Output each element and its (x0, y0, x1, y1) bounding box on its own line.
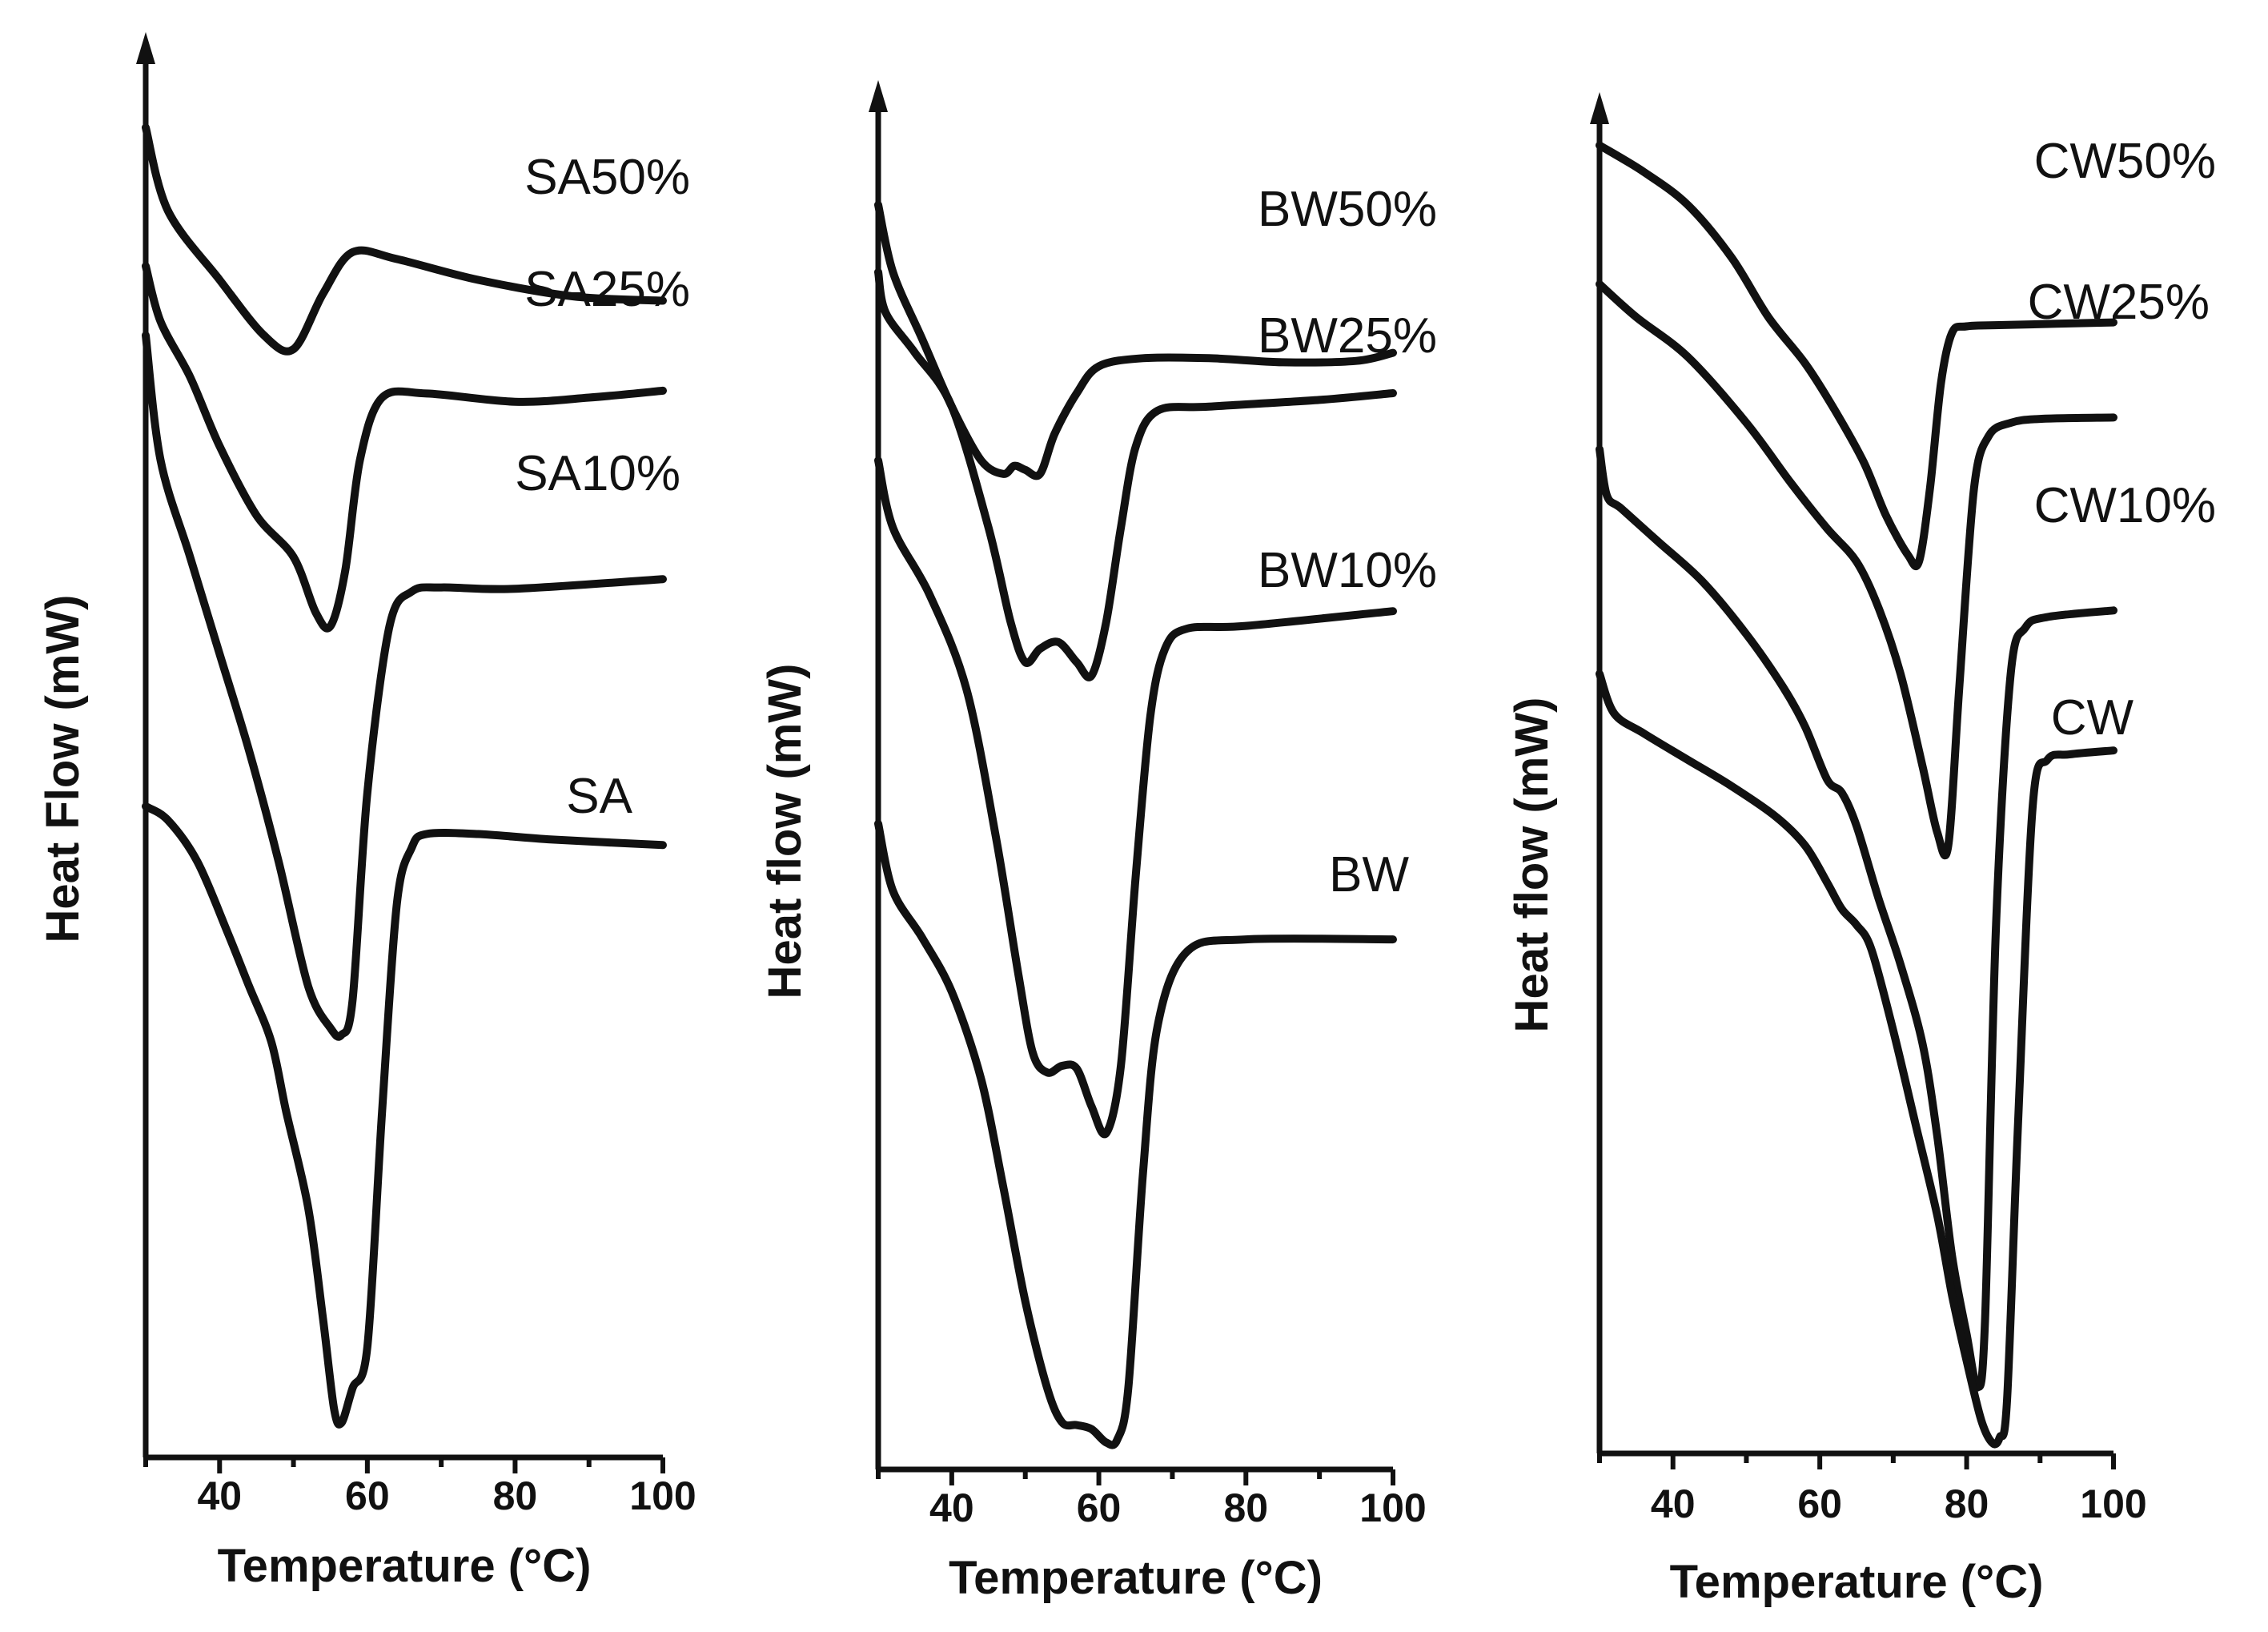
cw-y-axis-title: Heat flow (mW) (1506, 697, 1558, 1033)
series-label-cw25-pct: CW25% (2028, 275, 2210, 330)
bw-x-tick-label: 80 (1223, 1485, 1268, 1530)
series-label-cw10-pct: CW10% (2034, 478, 2216, 533)
sa-x-axis-title: Temperature (°C) (218, 1540, 592, 1592)
curve-cw (1596, 669, 2117, 1449)
curve-sa (142, 802, 667, 1429)
curve-cw10-pct (1596, 445, 2117, 1392)
curve-bw25-pct (874, 267, 1397, 681)
curve-sa10-pct (142, 331, 667, 1041)
cw-x-tick-label: 100 (2080, 1481, 2146, 1526)
sa-x-tick-label: 80 (493, 1473, 538, 1518)
bw-panel: 40 60 80 100 Temperature (°C) Heat flow (mW) B… (759, 80, 1437, 1604)
bw-x-tick-label: 60 (1077, 1485, 1122, 1530)
bw-y-axis-arrow-icon (869, 80, 888, 112)
bw-x-tick-label: 100 (1359, 1485, 1426, 1530)
series-label-cw50-pct: CW50% (2034, 134, 2216, 189)
curve-sa50-pct (142, 123, 667, 356)
series-label-bw50-pct: BW50% (1258, 182, 1437, 237)
series-label-sa: SA (566, 769, 632, 824)
sa-y-axis-arrow-icon (136, 32, 155, 64)
sa-x-tick-label: 60 (345, 1473, 390, 1518)
curve-cw25-pct (1596, 279, 2117, 860)
sa-panel: 40 60 80 100 Temperature (°C) Heat Flow (mW) S… (37, 32, 696, 1592)
sa-y-axis-title: Heat Flow (mW) (37, 595, 89, 943)
bw-x-tick-label: 40 (929, 1485, 974, 1530)
series-label-bw: BW (1329, 847, 1409, 902)
cw-x-axis-title: Temperature (°C) (1670, 1556, 2044, 1608)
curve-sa25-pct (142, 262, 667, 633)
cw-x-tick-label: 60 (1797, 1481, 1842, 1526)
cw-x-tick-label: 80 (1945, 1481, 1989, 1526)
curve-cw50-pct (1596, 141, 2117, 570)
curve-bw50-pct (874, 200, 1397, 480)
cw-y-axis-arrow-icon (1590, 92, 1609, 124)
bw-x-axis-title: Temperature (°C) (949, 1552, 1323, 1604)
cw-x-tick-label: 40 (1651, 1481, 1696, 1526)
series-label-cw: CW (2051, 690, 2134, 746)
curve-bw10-pct (874, 456, 1397, 1139)
curve-bw (874, 819, 1397, 1449)
sa-x-tick-label: 100 (629, 1473, 696, 1518)
bw-y-axis-title: Heat flow (mW) (759, 664, 811, 999)
cw-panel: 40 60 80 100 Temperature (°C) Heat flow (mW) C… (1506, 92, 2216, 1608)
series-label-sa50-pct: SA50% (524, 150, 690, 205)
series-label-bw10-pct: BW10% (1258, 543, 1437, 598)
series-label-bw25-pct: BW25% (1258, 308, 1437, 364)
series-label-sa25-pct: SA25% (524, 262, 690, 317)
series-label-sa10-pct: SA10% (515, 446, 680, 501)
sa-x-tick-label: 40 (197, 1473, 242, 1518)
